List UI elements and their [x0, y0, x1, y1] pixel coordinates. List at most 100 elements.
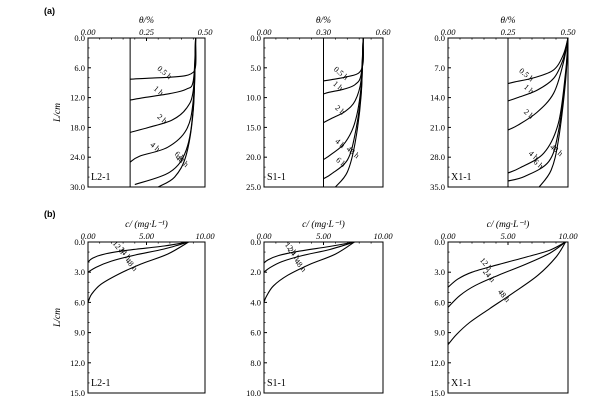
y-tick-label: 21.0 — [430, 122, 445, 132]
y-tick-label: 3.0 — [74, 267, 85, 277]
x-axis-label: c/ (mg·L⁻¹) — [302, 219, 345, 230]
series-label: 4 h — [148, 140, 161, 153]
y-tick-label: 28.0 — [430, 152, 445, 162]
series-line — [87, 241, 189, 263]
x-tick-label: 0.00 — [441, 27, 457, 37]
x-tick-label: 0.50 — [561, 27, 577, 37]
series-line — [334, 37, 364, 188]
series-line — [263, 241, 355, 264]
chart-panel-1: 0.00 0.25 0.50 0.0 6.0 12.0 18.0 24.0 30.0 θ/% L/c… — [53, 16, 213, 192]
y-tick-label: 6.0 — [434, 297, 445, 307]
series-line — [447, 241, 567, 346]
series-0.5-h: 0.5 h — [323, 37, 365, 82]
y-tick-label: 9.0 — [434, 328, 445, 338]
series-line — [507, 37, 569, 131]
chart-panel-5: 0.00 5.00 10.00 0.0 2.0 4.0 6.0 8.0 10.0 c/ (mg·L… — [246, 219, 393, 398]
series-label: 2 h — [155, 112, 168, 125]
panel-label: X1-1 — [451, 172, 472, 183]
y-tick-label: 0.0 — [74, 237, 85, 247]
y-tick-label: 25.0 — [246, 182, 261, 192]
row-label-b: (b) — [44, 209, 56, 219]
y-axis-label: L/cm — [53, 308, 63, 328]
x-tick-label: 0.25 — [501, 27, 516, 37]
series-line — [538, 37, 569, 188]
y-tick-label: 12.0 — [70, 358, 85, 368]
y-tick-label: 0.0 — [250, 237, 261, 247]
panel-label: S1-1 — [267, 378, 286, 389]
series-1-h: 1 h — [507, 37, 569, 102]
chart-panel-4: 0.00 5.00 10.00 0.0 3.0 6.0 9.0 12.0 15.0 c/ (mg·… — [53, 219, 215, 398]
x-axis-label: θ/% — [500, 16, 515, 26]
y-tick-label: 0.0 — [74, 33, 85, 43]
x-tick-label: 0.00 — [81, 27, 97, 37]
y-tick-label: 24.0 — [70, 152, 85, 162]
series-line — [507, 37, 569, 102]
series-line — [447, 241, 566, 308]
series-line — [447, 241, 566, 288]
x-tick-label: 0.00 — [257, 27, 273, 37]
series-4-h: 4 h — [323, 37, 364, 161]
series-line — [323, 37, 365, 82]
x-tick-label: 10.00 — [558, 231, 578, 241]
series-2-h: 2 h — [507, 37, 569, 131]
y-tick-label: 18.0 — [70, 122, 85, 132]
y-tick-label: 15.0 — [246, 122, 261, 132]
series-48-h: 48 h — [87, 241, 189, 303]
series-line — [263, 241, 355, 273]
x-tick-label: 5.00 — [501, 231, 517, 241]
series-line — [130, 37, 197, 80]
series-line — [129, 37, 197, 163]
series-label: 2 h — [522, 107, 535, 120]
series-24-h: 24 h — [263, 241, 355, 273]
series-label: 0.5 h — [155, 64, 173, 81]
series-12-h: 12 h — [263, 240, 355, 264]
series-label: 48 h — [548, 142, 565, 158]
series-0.5-h: 0.5 h — [130, 37, 197, 81]
y-tick-label: 20.0 — [246, 152, 261, 162]
x-axis-label: c/ (mg·L⁻¹) — [125, 219, 168, 230]
series-label: 1 h — [331, 79, 344, 92]
series-48-h: 48 h — [157, 37, 197, 188]
y-tick-label: 10.0 — [246, 93, 261, 103]
x-tick-label: 5.00 — [139, 231, 155, 241]
series-48-h: 48 h — [263, 241, 355, 303]
panel-label: L2-1 — [91, 172, 110, 183]
series-label: 1 h — [522, 82, 535, 95]
y-tick-label: 35.0 — [430, 182, 445, 192]
series-label: 48 h — [496, 288, 512, 305]
panels: 0.00 0.25 0.50 0.0 6.0 12.0 18.0 24.0 30.0 θ/% L/c… — [53, 16, 578, 398]
series-6-h: 6 h — [507, 37, 569, 182]
x-axis-label: θ/% — [139, 16, 154, 26]
y-tick-label: 2.0 — [250, 267, 261, 277]
x-tick-label: 0.00 — [257, 231, 273, 241]
y-tick-label: 15.0 — [70, 388, 85, 398]
chart-panel-3: 0.00 0.25 0.50 0.0 7.0 14.0 21.0 28.0 35.0 θ/% 0.5… — [430, 16, 576, 192]
y-tick-label: 10.0 — [246, 388, 261, 398]
series-line — [130, 37, 197, 101]
y-tick-label: 7.0 — [434, 63, 445, 73]
panel-label: L2-1 — [91, 378, 110, 389]
series-12-h: 12 h — [447, 241, 566, 288]
panel-label: X1-1 — [451, 378, 472, 389]
y-tick-label: 15.0 — [430, 388, 445, 398]
y-tick-label: 5.0 — [250, 63, 261, 73]
series-line — [507, 37, 569, 85]
series-4-h: 4 h — [129, 37, 197, 163]
x-tick-label: 0.60 — [376, 27, 392, 37]
y-tick-label: 6.0 — [74, 63, 85, 73]
series-0.5-h: 0.5 h — [507, 37, 569, 85]
series-1-h: 1 h — [323, 37, 364, 95]
series-line — [87, 241, 189, 303]
series-label: 48 h — [345, 144, 362, 160]
x-tick-label: 0.00 — [441, 231, 457, 241]
x-tick-label: 10.00 — [195, 231, 215, 241]
series-2-h: 2 h — [129, 37, 197, 133]
y-tick-label: 6.0 — [250, 328, 261, 338]
y-tick-label: 8.0 — [250, 358, 261, 368]
y-tick-label: 0.0 — [434, 33, 445, 43]
x-tick-label: 0.25 — [139, 27, 154, 37]
x-tick-label: 0.30 — [316, 27, 332, 37]
x-axis-label: θ/% — [316, 16, 331, 26]
y-tick-label: 0.0 — [250, 33, 261, 43]
